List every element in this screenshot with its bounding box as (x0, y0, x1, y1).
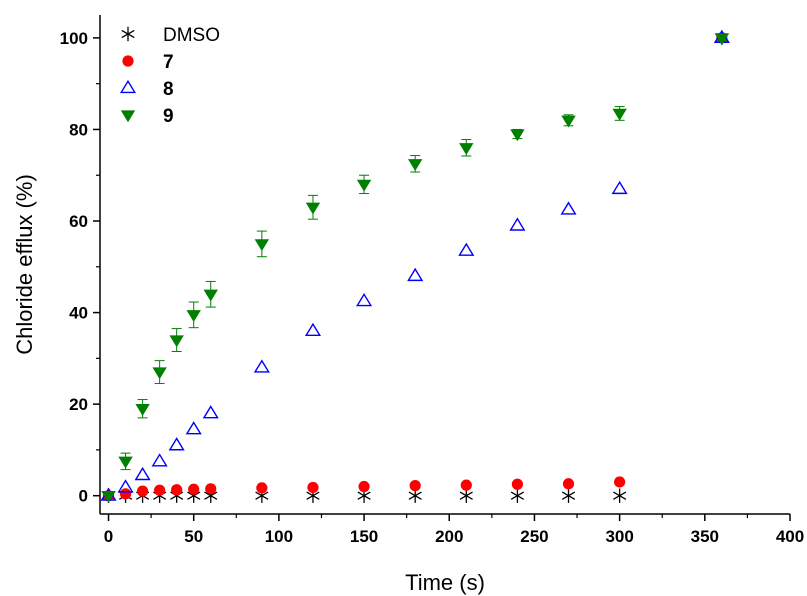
asterisk-stroke (187, 491, 201, 500)
y-tick-label: 100 (60, 29, 88, 48)
data-point (186, 310, 201, 323)
x-axis-title: Time (s) (405, 570, 485, 595)
data-point (304, 322, 322, 337)
data-point (714, 33, 730, 46)
y-tick-label: 40 (69, 304, 88, 323)
x-tick-label: 50 (184, 527, 203, 546)
data-point (510, 129, 525, 142)
x-tick-label: 350 (691, 527, 719, 546)
data-point (188, 483, 200, 495)
asterisk-stroke (408, 491, 422, 500)
y-tick-label: 80 (69, 120, 88, 139)
data-point (613, 488, 627, 503)
data-point (561, 488, 576, 503)
asterisk-stroke (306, 491, 320, 500)
series-9 (101, 33, 730, 503)
x-tick-label: 100 (265, 527, 293, 546)
series-8 (100, 29, 730, 501)
data-point (101, 491, 116, 503)
legend-marker (119, 79, 137, 94)
data-point (307, 481, 319, 494)
data-point (510, 488, 524, 503)
legend-label: 8 (163, 79, 174, 100)
series-7 (102, 32, 728, 502)
data-point (356, 179, 372, 192)
legend-label: 7 (163, 52, 174, 73)
data-layer (100, 29, 730, 503)
data-point (203, 289, 218, 302)
data-point (119, 488, 132, 500)
data-point (253, 359, 270, 373)
data-point (254, 239, 270, 252)
data-point (202, 405, 219, 419)
axes-layer: 0 50 100 150 200 250 300 350 400 0 20 40 60 80 100 (60, 15, 804, 546)
asterisk-stroke (613, 491, 627, 500)
data-point (305, 202, 321, 215)
data-point (135, 404, 150, 416)
data-point (134, 466, 151, 481)
x-tick-label: 400 (776, 527, 804, 546)
legend-marker (122, 55, 134, 67)
data-point (185, 421, 202, 435)
data-point (407, 267, 424, 282)
data-point (459, 143, 474, 155)
data-point (358, 480, 370, 493)
legend-label: 9 (163, 106, 174, 127)
x-tick-label: 150 (350, 527, 378, 546)
x-tick-label: 200 (435, 527, 463, 546)
data-point (118, 456, 133, 469)
data-point (117, 479, 134, 493)
data-point (136, 485, 149, 497)
x-tick-label: 0 (104, 527, 113, 546)
data-point (168, 437, 185, 451)
y-tick-label: 60 (69, 212, 88, 231)
legend-label: DMSO (163, 25, 220, 46)
y-tick-label: 0 (79, 487, 88, 506)
x-tick-label: 300 (605, 527, 633, 546)
data-point (612, 108, 627, 121)
data-point (561, 115, 576, 128)
data-point (511, 478, 524, 490)
y-axis-title: Chloride efflux (%) (12, 174, 37, 355)
y-tick-label: 20 (69, 395, 88, 414)
data-point (509, 217, 526, 231)
data-point (152, 367, 167, 380)
data-point (562, 478, 575, 490)
data-point (256, 482, 268, 494)
data-point (356, 292, 373, 307)
data-point (169, 335, 184, 348)
asterisk-stroke (204, 491, 218, 500)
data-point (154, 484, 166, 496)
asterisk-stroke (510, 491, 524, 500)
data-point (171, 484, 183, 496)
data-point (459, 488, 473, 503)
data-point (458, 242, 475, 256)
data-point (407, 159, 423, 171)
asterisk-stroke (459, 491, 473, 500)
asterisk-stroke (255, 491, 269, 500)
legend: DMSO 7 8 9 (119, 25, 220, 127)
legend-marker (120, 110, 136, 123)
data-point (409, 480, 421, 492)
data-point (205, 483, 217, 495)
data-point (460, 479, 472, 491)
asterisk-stroke (121, 29, 135, 39)
asterisk-stroke (561, 491, 576, 500)
series-dmso (101, 30, 729, 503)
data-point (151, 453, 168, 467)
x-tick-label: 250 (520, 527, 548, 546)
legend-marker (121, 26, 135, 42)
data-point (560, 201, 577, 215)
data-point (611, 180, 628, 195)
asterisk-stroke (357, 491, 371, 500)
data-point (614, 476, 626, 488)
